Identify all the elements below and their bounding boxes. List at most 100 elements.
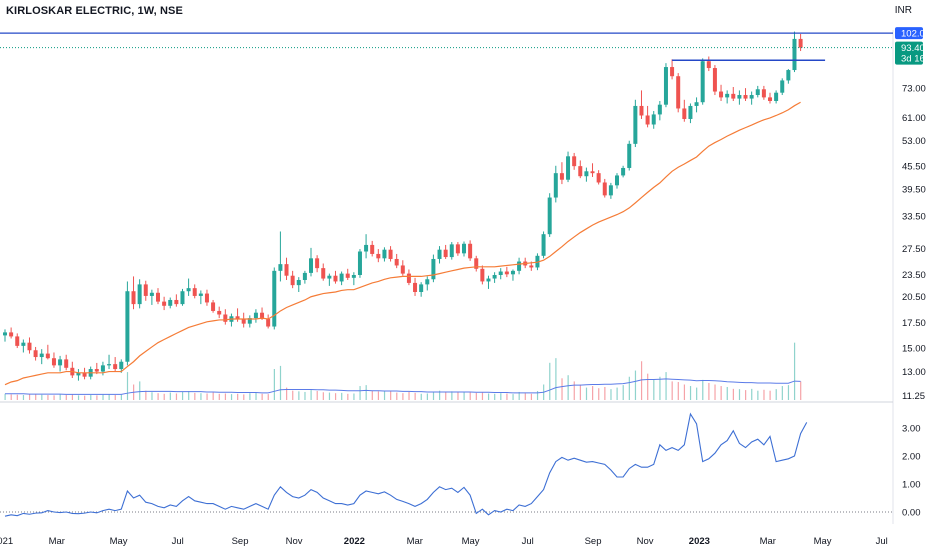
candle-body bbox=[321, 268, 326, 279]
volume-bar bbox=[41, 394, 43, 400]
volume-bar bbox=[230, 394, 233, 400]
candle-body bbox=[455, 244, 460, 254]
candle-body bbox=[547, 197, 552, 235]
candle-body bbox=[137, 284, 142, 305]
candle-body bbox=[468, 243, 473, 259]
volume-bar bbox=[800, 381, 802, 400]
candle-body bbox=[76, 372, 81, 376]
candle-body bbox=[296, 279, 301, 286]
candle-body bbox=[174, 299, 179, 305]
candle-body bbox=[192, 288, 197, 296]
volume-bar bbox=[628, 376, 630, 400]
volume-bar bbox=[181, 391, 184, 400]
candle-body bbox=[725, 93, 730, 98]
candle-body bbox=[682, 108, 687, 119]
volume-bar bbox=[96, 395, 98, 400]
volume-bar bbox=[371, 390, 373, 400]
volume-bar bbox=[549, 362, 551, 400]
volume-bar bbox=[102, 394, 104, 400]
candle-body bbox=[64, 359, 69, 368]
price-tick-label: 13.00 bbox=[902, 367, 926, 378]
candle-body bbox=[15, 336, 20, 346]
volume-bar bbox=[408, 391, 410, 400]
candle-body bbox=[529, 265, 534, 268]
volume-ma-line bbox=[5, 378, 801, 395]
candle-body bbox=[706, 61, 711, 69]
candle-body bbox=[113, 364, 118, 370]
candle-body bbox=[688, 105, 693, 119]
candle-body bbox=[143, 284, 148, 296]
candle-body bbox=[584, 171, 589, 177]
candle-body bbox=[462, 243, 466, 254]
candle-body bbox=[45, 353, 50, 359]
volume-bar bbox=[22, 395, 25, 400]
candle-body bbox=[553, 173, 558, 198]
candle-body bbox=[663, 67, 668, 105]
time-tick-label: Mar bbox=[760, 536, 776, 547]
volume-bar bbox=[163, 393, 165, 400]
candle-body bbox=[743, 95, 748, 99]
volume-bar bbox=[506, 393, 508, 400]
volume-bar bbox=[365, 385, 367, 400]
volume-bar bbox=[689, 386, 692, 400]
volume-bar bbox=[304, 391, 306, 400]
volume-bar bbox=[457, 392, 459, 400]
overlay-layer bbox=[0, 32, 893, 62]
candle-body bbox=[578, 166, 583, 177]
volume-bar bbox=[151, 392, 153, 400]
last-price-label: 93.40 bbox=[901, 43, 925, 54]
candle-body bbox=[492, 275, 497, 279]
candle-body bbox=[253, 312, 258, 319]
volume-bar bbox=[273, 369, 275, 400]
volume-bar bbox=[255, 392, 257, 400]
volume-bar bbox=[530, 393, 533, 400]
price-tick-label: 11.25 bbox=[902, 391, 925, 402]
candle-body bbox=[406, 273, 411, 283]
candle-body bbox=[474, 258, 479, 269]
currency-label[interactable]: INR bbox=[894, 5, 912, 16]
volume-bar bbox=[341, 392, 343, 400]
volume-bar bbox=[665, 372, 667, 400]
candle-body bbox=[315, 258, 320, 269]
volume-bar bbox=[781, 386, 783, 400]
candle-body bbox=[327, 275, 332, 279]
time-tick-label: 2023 bbox=[689, 536, 710, 547]
volume-bar bbox=[487, 393, 490, 400]
volume-layer bbox=[4, 342, 802, 400]
price-tick-label: 45.50 bbox=[902, 161, 926, 172]
candle-layer bbox=[3, 31, 803, 381]
volume-bar bbox=[775, 389, 777, 400]
candle-body bbox=[33, 350, 38, 358]
volume-bar bbox=[432, 392, 435, 400]
candle-body bbox=[639, 105, 644, 116]
volume-bar bbox=[206, 393, 208, 400]
volume-bar bbox=[653, 379, 655, 400]
volume-bar bbox=[787, 385, 790, 400]
volume-bar bbox=[592, 386, 594, 400]
volume-bar bbox=[194, 392, 196, 400]
candle-body bbox=[517, 261, 522, 271]
candle-body bbox=[541, 234, 546, 256]
volume-bar bbox=[316, 391, 318, 400]
volume-bar bbox=[224, 393, 227, 400]
candle-body bbox=[351, 275, 356, 278]
candle-body bbox=[357, 251, 362, 275]
candle-body bbox=[670, 67, 675, 77]
volume-bar bbox=[10, 394, 12, 400]
volume-bar bbox=[353, 393, 355, 400]
volume-bar bbox=[677, 382, 679, 400]
indicator-tick-label: 3.00 bbox=[902, 424, 921, 435]
volume-bar bbox=[16, 394, 18, 400]
candle-body bbox=[761, 89, 766, 98]
candle-body bbox=[700, 61, 705, 103]
candle-body bbox=[755, 89, 760, 96]
volume-bar bbox=[634, 370, 637, 400]
volume-bar bbox=[524, 393, 526, 400]
candle-body bbox=[621, 167, 626, 176]
candle-body bbox=[364, 244, 369, 252]
resistance-price-badge bbox=[895, 27, 923, 40]
volume-bar bbox=[359, 386, 361, 400]
time-tick-label: Mar bbox=[407, 536, 423, 547]
candle-body bbox=[235, 316, 240, 320]
